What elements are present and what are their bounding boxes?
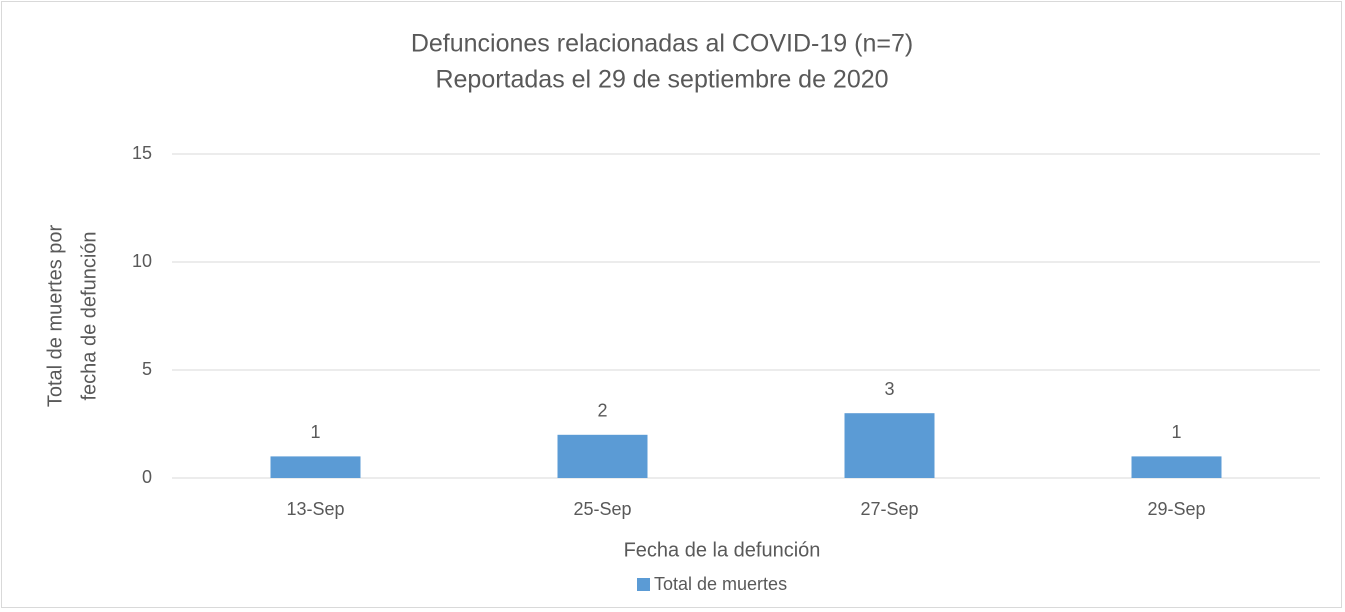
y-axis-title: fecha de defunción xyxy=(78,231,100,400)
legend-swatch xyxy=(637,578,650,591)
bar xyxy=(270,456,361,478)
x-tick-label: 29-Sep xyxy=(1147,499,1205,519)
x-tick-label: 27-Sep xyxy=(860,499,918,519)
y-axis-title-group: Total de muertes por fecha de defunción xyxy=(44,225,100,408)
y-tick-label: 0 xyxy=(142,467,152,487)
bar xyxy=(844,413,935,478)
bar xyxy=(1131,456,1222,478)
y-tick-label: 10 xyxy=(132,251,152,271)
x-tick-label: 25-Sep xyxy=(573,499,631,519)
x-tick-label: 13-Sep xyxy=(286,499,344,519)
y-tick-label: 5 xyxy=(142,359,152,379)
chart-title: Defunciones relacionadas al COVID-19 (n=… xyxy=(411,30,913,58)
chart-title: Reportadas el 29 de septiembre de 2020 xyxy=(435,66,888,94)
data-label: 1 xyxy=(1171,422,1181,442)
y-tick-label: 15 xyxy=(132,143,152,163)
legend-label: Total de muertes xyxy=(654,574,787,594)
data-label: 3 xyxy=(884,379,894,399)
data-label: 1 xyxy=(310,422,320,442)
bar xyxy=(557,434,648,478)
y-axis-title: Total de muertes por xyxy=(44,225,66,408)
x-axis-title: Fecha de la defunción xyxy=(624,539,821,561)
data-label: 2 xyxy=(597,401,607,421)
